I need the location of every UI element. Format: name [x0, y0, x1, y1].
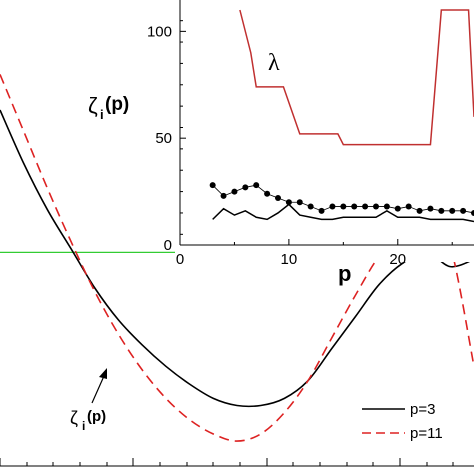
inset-plot: 0 50 100 0 10 20 λ p ζ i (p): [88, 0, 474, 286]
inset-series-group: [209, 9, 474, 223]
inset-data-point: [253, 182, 260, 189]
inset-data-point: [362, 203, 369, 210]
inset-y-label-sub: i: [100, 107, 104, 122]
inset-data-point: [416, 207, 423, 214]
inset-data-point: [394, 205, 401, 212]
inset-data-point: [307, 203, 314, 210]
inset-x-tick-label: 10: [281, 251, 298, 268]
inset-y-label: ζ i (p): [88, 93, 129, 122]
inset-data-point: [449, 207, 456, 214]
inset-data-point: [460, 207, 467, 214]
inset-series-line-lambda: [239, 9, 474, 146]
inset-data-point: [373, 203, 379, 210]
inset-data-point: [209, 182, 216, 189]
legend: p=3 p=11: [362, 401, 443, 442]
main-series-line-p3: [0, 109, 474, 408]
inset-y-label-main: ζ: [88, 93, 98, 118]
inset-data-point: [427, 205, 434, 212]
inset-data-point: [220, 192, 227, 199]
inset-x-tick-label: 20: [389, 251, 406, 268]
inset-ticks: 0 50 100 0 10 20: [147, 20, 453, 268]
main-x-ticks: [0, 458, 454, 466]
inset-y-tick-label: 0: [164, 237, 172, 254]
inset-data-point: [318, 207, 325, 214]
zeta-annotation: ζ i (p): [70, 368, 107, 433]
inset-data-point: [285, 199, 292, 206]
annotation-arrow-shaft: [91, 375, 105, 404]
annotation-symbol: ζ: [70, 408, 78, 428]
lambda-label: λ: [268, 50, 280, 76]
inset-x-label: p: [338, 261, 351, 286]
annotation-arrowhead: [99, 368, 107, 379]
inset-y-tick-label: 100: [147, 23, 172, 40]
inset-background: [175, 0, 474, 262]
inset-data-point: [471, 209, 474, 216]
inset-data-point: [231, 188, 238, 195]
inset-series-line-solid: [212, 203, 474, 223]
inset-data-point: [340, 203, 347, 210]
inset-data-point: [383, 203, 390, 210]
inset-y-tick-label: 50: [155, 130, 172, 147]
annotation-suffix: (p): [87, 408, 106, 425]
annotation-subscript: i: [82, 419, 85, 433]
inset-data-point: [242, 184, 249, 191]
legend-label-p3: p=3: [410, 401, 435, 418]
inset-data-point: [329, 203, 336, 210]
inset-data-point: [405, 203, 412, 210]
inset-y-label-suffix: (p): [105, 94, 129, 115]
inset-data-point: [438, 207, 445, 214]
inset-x-tick-label: 0: [176, 251, 184, 268]
inset-data-point: [296, 199, 303, 206]
legend-label-p11: p=11: [410, 425, 443, 442]
inset-data-point: [264, 190, 271, 197]
inset-data-point: [275, 195, 281, 201]
inset-data-point: [351, 203, 358, 210]
